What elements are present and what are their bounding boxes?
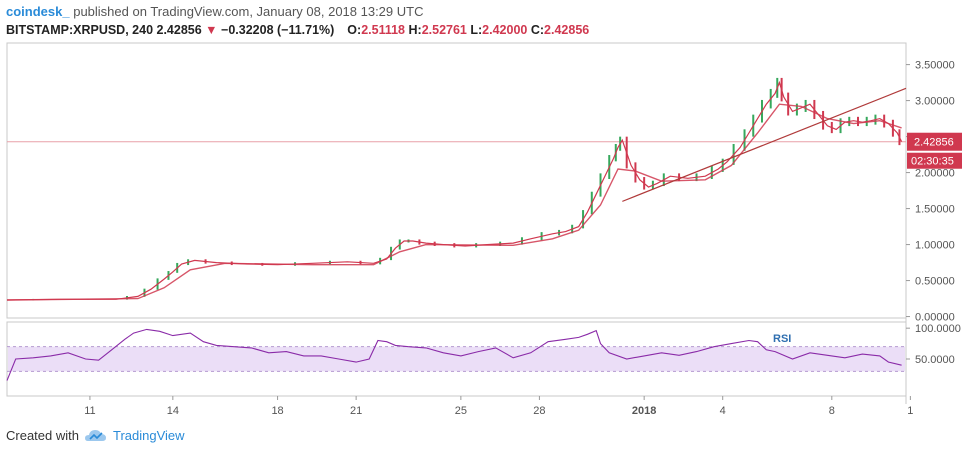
high-value: 2.52761	[421, 23, 467, 37]
last-price-tag-text: 2.42856	[914, 137, 954, 149]
close-label: C:	[530, 23, 545, 37]
x-tick-label: 21	[350, 405, 362, 417]
x-tick-label: 18	[271, 405, 283, 417]
y-tick-label: 2.00000	[915, 168, 955, 180]
y-tick-label: 3.00000	[915, 96, 955, 108]
x-tick-label: 4	[720, 405, 726, 417]
y-tick-label: 3.50000	[915, 60, 955, 72]
footer: Created with TradingView	[6, 428, 185, 443]
ohlc-line: BITSTAMP:XRPUSD, 240 2.42856 ▼ −0.32208 …	[6, 21, 906, 39]
countdown-tag-text: 02:30:35	[911, 156, 954, 168]
rsi-label: RSI	[773, 333, 791, 345]
last-price-tag	[907, 132, 962, 151]
last-price: 2.42856	[156, 23, 202, 37]
x-tick-label: 11	[84, 405, 95, 417]
low-label: L:	[470, 23, 483, 37]
y-tick-label: 1.00000	[915, 240, 955, 252]
close-value: 2.42856	[544, 23, 590, 37]
down-arrow-icon: ▼	[205, 23, 218, 37]
y-tick-label: 0.50000	[915, 276, 955, 288]
low-value: 2.42000	[482, 23, 528, 37]
rsi-tick-label: 50.0000	[915, 354, 955, 366]
tradingview-cloud-icon	[84, 429, 106, 441]
countdown-tag	[907, 152, 962, 169]
ema-series	[6, 103, 902, 301]
x-tick-label: 25	[455, 405, 467, 417]
rsi-tick-label: 100.0000	[915, 323, 961, 335]
published-text: published on TradingView.com, January 08…	[73, 4, 424, 19]
open-value: 2.51118	[361, 23, 405, 37]
high-label: H:	[408, 23, 422, 37]
y-tick-label: 1.50000	[915, 204, 955, 216]
publish-line: coindesk_ published on TradingView.com, …	[6, 3, 906, 21]
chart-header: coindesk_ published on TradingView.com, …	[6, 3, 906, 39]
x-tick-label: 14	[167, 405, 179, 417]
price-change: −0.32208 (−11.71%)	[221, 23, 335, 37]
y-tick-label: 0.00000	[915, 312, 955, 324]
x-tick-label: 1	[907, 405, 913, 417]
main-pane	[6, 42, 907, 319]
x-tick-label: 28	[533, 405, 545, 417]
trendline	[622, 87, 907, 202]
created-with-text: Created with	[6, 428, 79, 443]
rsi-band	[8, 346, 905, 372]
x-tick-label: 2018	[632, 405, 656, 417]
symbol-label: BITSTAMP:XRPUSD, 240	[6, 23, 154, 37]
open-label: O:	[347, 23, 362, 37]
author-link[interactable]: coindesk_	[6, 4, 70, 19]
tradingview-link[interactable]: TradingView	[112, 428, 185, 443]
rsi-series	[6, 328, 902, 381]
x-tick-label: 8	[829, 405, 835, 417]
